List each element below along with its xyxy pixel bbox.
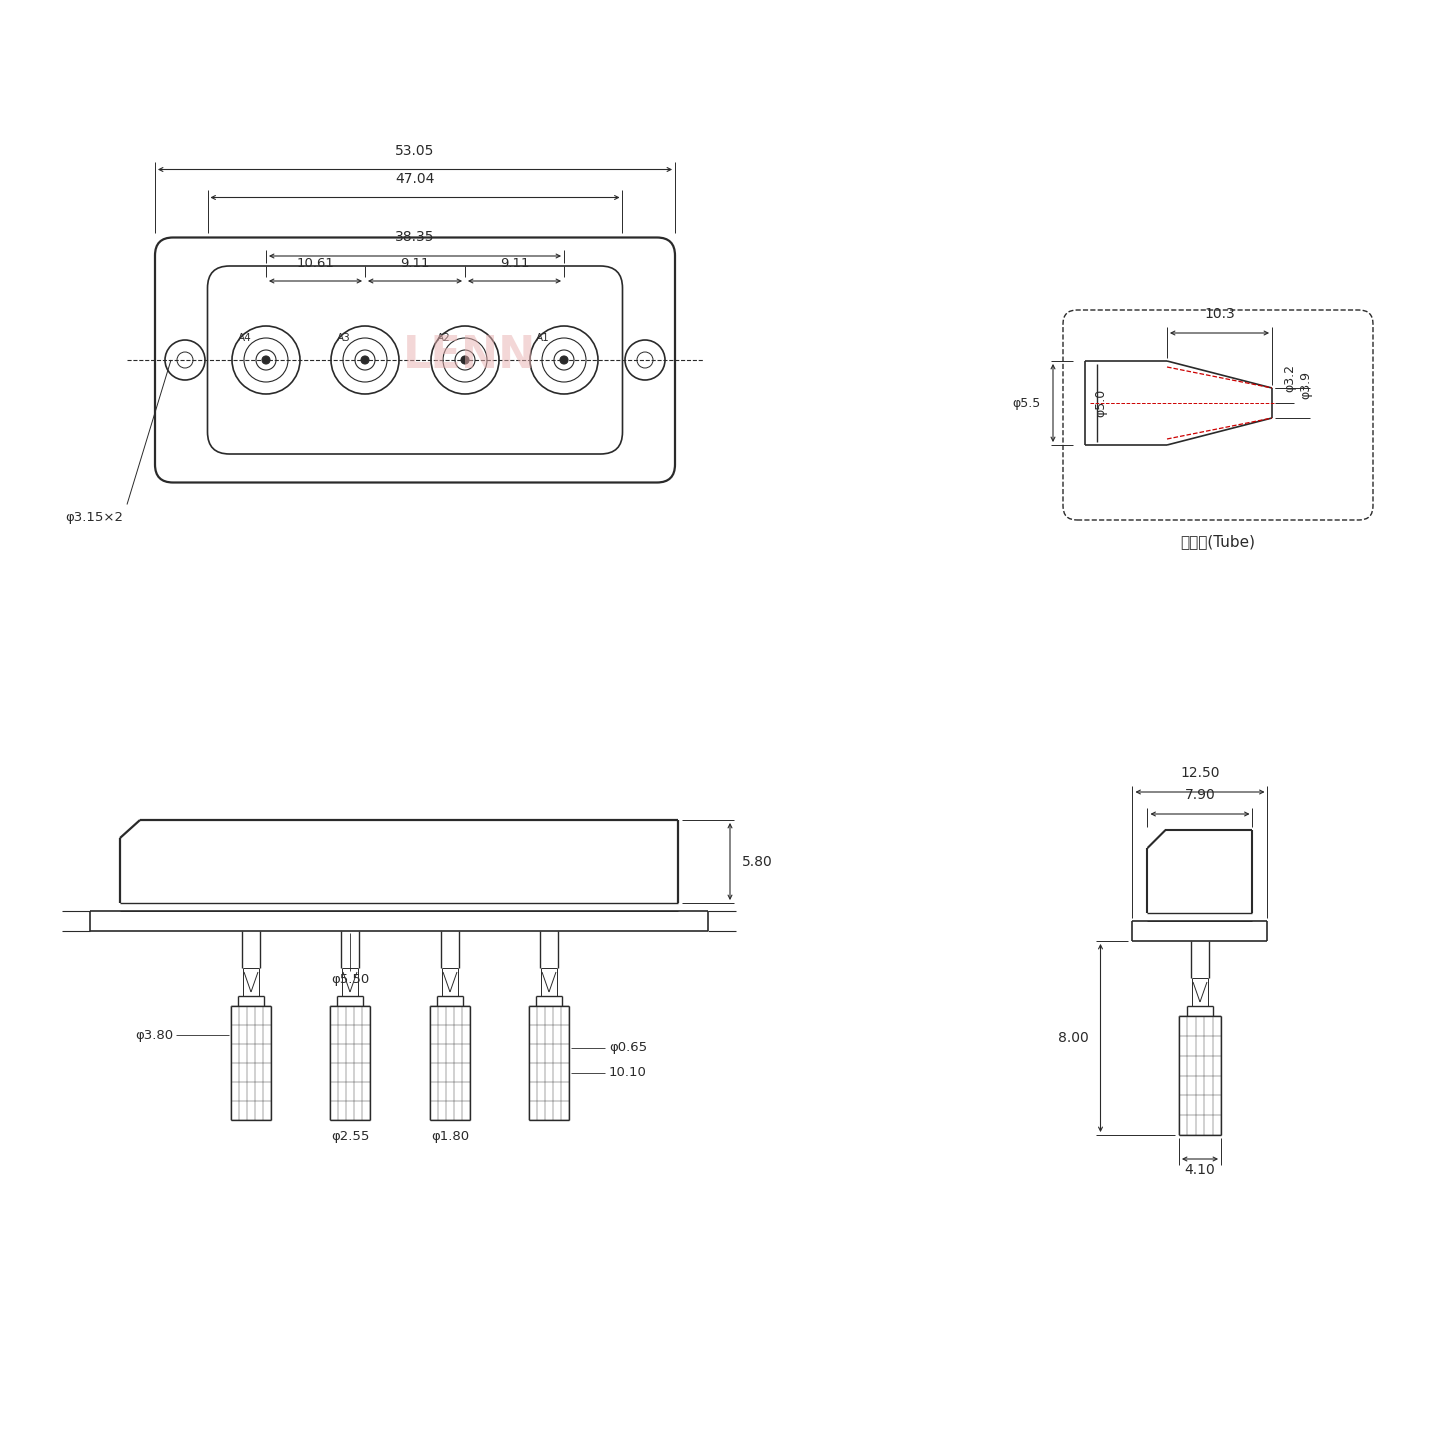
Text: 53.05: 53.05 <box>396 144 435 157</box>
Text: 10.61: 10.61 <box>297 256 334 271</box>
Text: 9.11: 9.11 <box>400 256 429 271</box>
Text: φ2.55: φ2.55 <box>331 1130 369 1143</box>
Text: φ3.15×2: φ3.15×2 <box>65 511 122 524</box>
Text: LENN: LENN <box>403 334 537 376</box>
Text: φ3.2: φ3.2 <box>1283 363 1296 392</box>
Text: 10.3: 10.3 <box>1204 307 1236 321</box>
Text: φ5.5: φ5.5 <box>1012 396 1041 409</box>
Text: 9.11: 9.11 <box>500 256 530 271</box>
Circle shape <box>262 356 271 364</box>
Text: φ5.50: φ5.50 <box>331 973 369 986</box>
Text: A2: A2 <box>436 333 451 343</box>
Text: 38.35: 38.35 <box>395 230 435 243</box>
Text: A4: A4 <box>238 333 252 343</box>
Text: φ0.65: φ0.65 <box>609 1041 647 1054</box>
Text: 8.00: 8.00 <box>1058 1031 1089 1045</box>
Text: φ3.9: φ3.9 <box>1299 372 1312 399</box>
Text: φ1.80: φ1.80 <box>431 1130 469 1143</box>
Text: 7.90: 7.90 <box>1185 788 1215 802</box>
Text: 12.50: 12.50 <box>1181 766 1220 780</box>
Text: 4.10: 4.10 <box>1185 1164 1215 1176</box>
Circle shape <box>361 356 369 364</box>
Circle shape <box>461 356 469 364</box>
Text: φ5.0: φ5.0 <box>1094 389 1107 418</box>
Text: 5.80: 5.80 <box>742 854 773 868</box>
Text: A1: A1 <box>536 333 550 343</box>
Text: φ3.80: φ3.80 <box>135 1028 173 1041</box>
Text: 47.04: 47.04 <box>396 171 435 186</box>
Text: 屏蔽管(Tube): 屏蔽管(Tube) <box>1181 534 1256 550</box>
Text: A3: A3 <box>337 333 351 343</box>
Circle shape <box>560 356 567 364</box>
Text: 10.10: 10.10 <box>609 1067 647 1080</box>
